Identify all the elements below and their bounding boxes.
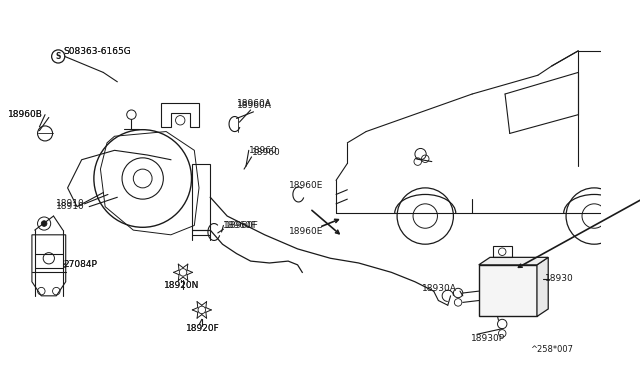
Text: 18960B: 18960B [8, 110, 42, 119]
Text: 18960: 18960 [252, 148, 280, 157]
Text: 18960A: 18960A [237, 99, 271, 108]
Text: 18960: 18960 [249, 146, 278, 155]
Text: 18960E: 18960E [289, 228, 323, 237]
Text: 27084P: 27084P [64, 260, 98, 269]
Text: 18930P: 18930P [471, 334, 506, 343]
Text: 18930: 18930 [545, 275, 573, 283]
Text: 18910: 18910 [56, 199, 85, 208]
Text: 18920N: 18920N [164, 281, 200, 290]
Text: 18960F: 18960F [223, 221, 257, 230]
Text: ^258*007: ^258*007 [531, 345, 573, 354]
Polygon shape [479, 265, 537, 317]
Text: 18920N: 18920N [164, 281, 200, 290]
Text: 18910: 18910 [56, 202, 85, 211]
Text: S08363-6165G: S08363-6165G [63, 47, 131, 56]
Text: 18960E: 18960E [289, 180, 323, 190]
Circle shape [42, 221, 47, 227]
Text: 18960A: 18960A [237, 101, 271, 110]
Polygon shape [537, 257, 548, 317]
Text: S08363-6165G: S08363-6165G [63, 47, 131, 56]
Text: 18960B: 18960B [8, 110, 42, 119]
Text: 18960F: 18960F [225, 221, 259, 230]
Text: 18920F: 18920F [186, 324, 220, 333]
Text: 18920F: 18920F [186, 324, 220, 333]
Text: S: S [56, 52, 61, 61]
Text: 18930A: 18930A [422, 284, 458, 293]
Text: 27084P: 27084P [64, 260, 98, 269]
Polygon shape [479, 257, 548, 265]
